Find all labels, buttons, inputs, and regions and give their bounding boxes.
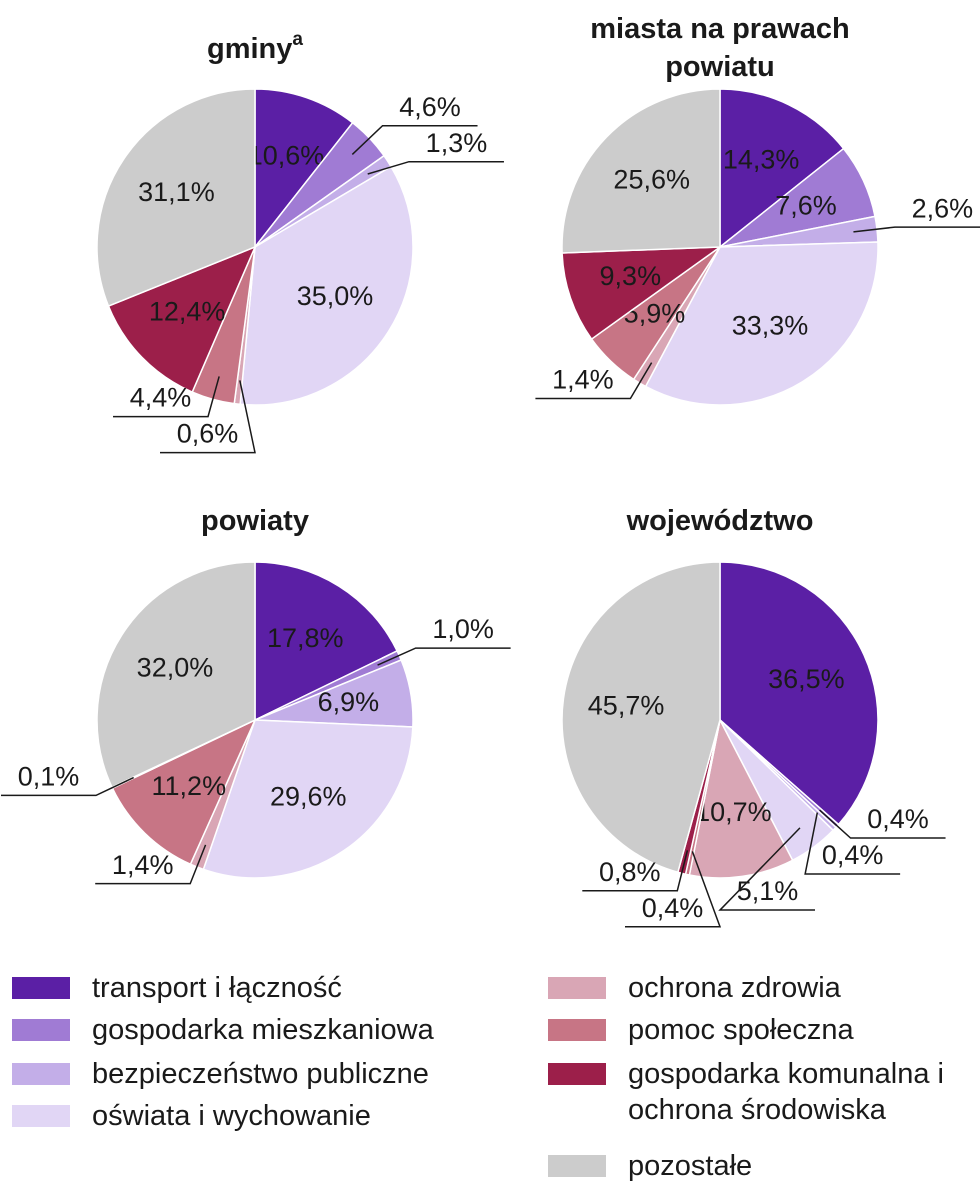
title-text: województwo [626,505,814,537]
data-label: 0,8% [599,857,661,887]
pie-slice [202,719,414,879]
legend-label: bezpieczeństwo publiczne [92,1058,429,1090]
leader-line [535,362,653,400]
pie-slice [688,717,794,879]
data-label: 1,4% [112,850,174,880]
data-label: 45,7% [588,690,665,720]
chart-title: gminya [207,29,303,65]
title-text: powiatu [665,51,775,83]
pie-slice [719,561,879,826]
pie-slice [561,561,721,874]
leader-line [582,850,689,892]
chart-title: województwo [626,505,814,537]
chart-title: miasta na prawach [590,13,850,45]
legend-item: transport i łączność [12,970,512,1006]
data-label: 11,2% [152,771,227,801]
pie-slice [111,718,257,866]
leader-line [351,124,478,155]
leader-line [853,226,980,233]
leader-line [819,809,946,839]
data-label: 7,6% [775,190,837,220]
data-label: 36,5% [768,664,845,694]
pie-slice [239,165,414,406]
data-label: 14,3% [723,145,800,175]
legend-swatch [548,1019,606,1041]
pie-slice [96,561,256,789]
data-label: 1,0% [432,614,494,644]
data-label: 17,8% [267,623,344,653]
data-label: 10,7% [695,797,772,827]
legend-label: ochrona zdrowia [628,972,841,1004]
pie-slice [107,245,257,393]
legend-label: transport i łączność [92,972,342,1004]
legend-item: pozostałe [548,1148,948,1184]
legend-item: ochrona zdrowia [548,970,948,1006]
leader-line [625,851,722,928]
chart-title: powiatu [665,51,775,83]
legend-item: bezpieczeństwo publiczne [12,1056,512,1092]
pie-slice [254,88,354,250]
legend-item: gospodarka komunalna i ochrona środowisk… [548,1056,948,1128]
data-label: 25,6% [613,164,690,194]
data-label: 31,1% [138,177,215,207]
pie-slice [561,246,723,341]
legend-swatch [12,1019,70,1041]
pie-slice [644,241,879,406]
data-label: 1,3% [426,128,488,158]
data-label: 0,4% [822,840,884,870]
title-text: gminy [207,33,292,65]
data-label: 0,4% [642,893,704,923]
legend-swatch [12,977,70,999]
pie-slice [254,561,399,722]
data-label: 4,4% [130,383,192,413]
legend-swatch [12,1063,70,1085]
legend-swatch [548,1063,606,1085]
title-text: miasta na prawach [590,13,850,45]
data-label: 0,4% [867,804,929,834]
legend-swatch [12,1105,70,1127]
leader-line [718,827,815,911]
data-label: 1,4% [552,365,614,395]
legend-label: pomoc społeczna [628,1014,854,1046]
data-label: 29,6% [270,782,347,812]
pie-slice [719,88,845,249]
legend-label: pozostałe [628,1150,753,1182]
leader-line [367,160,504,175]
legend-item: pomoc społeczna [548,1012,948,1048]
chart-title: powiaty [201,505,309,537]
data-label: 12,4% [149,296,226,326]
data-label: 0,1% [18,762,80,792]
legend-item: gospodarka mieszkaniowa [12,1012,512,1048]
legend-label: gospodarka komunalna i ochrona środowisk… [628,1058,944,1126]
legend-swatch [548,1155,606,1177]
data-label: 32,0% [137,652,214,682]
legend-label: oświata i wychowanie [92,1100,371,1132]
data-label: 0,6% [177,419,239,449]
charts: gminya 10,6% 35,0% 12,4% 31,1% 4,4% 0,6% 4,6% 1,… [0,13,980,928]
data-label: 35,0% [297,281,374,311]
leader-line [804,812,901,875]
leader-line [377,647,511,666]
pie-slice [561,88,721,254]
legend-item: oświata i wychowanie [12,1098,512,1134]
data-label: 5,1% [737,876,799,906]
data-label: 10,6% [248,141,325,171]
pie-slice [96,88,256,308]
leader-line [0,776,134,797]
data-label: 33,3% [732,311,809,341]
title-text: powiaty [201,505,309,537]
data-label: 9,3% [600,261,662,291]
data-label: 6,9% [318,687,380,717]
data-label: 2,6% [912,193,974,223]
leader-line [95,844,207,885]
legend-label: gospodarka mieszkaniowa [92,1014,434,1046]
title-note: a [292,29,303,50]
legend-swatch [548,977,606,999]
data-label: 4,6% [399,92,461,122]
leader-line [160,380,256,454]
leader-line [113,376,220,418]
